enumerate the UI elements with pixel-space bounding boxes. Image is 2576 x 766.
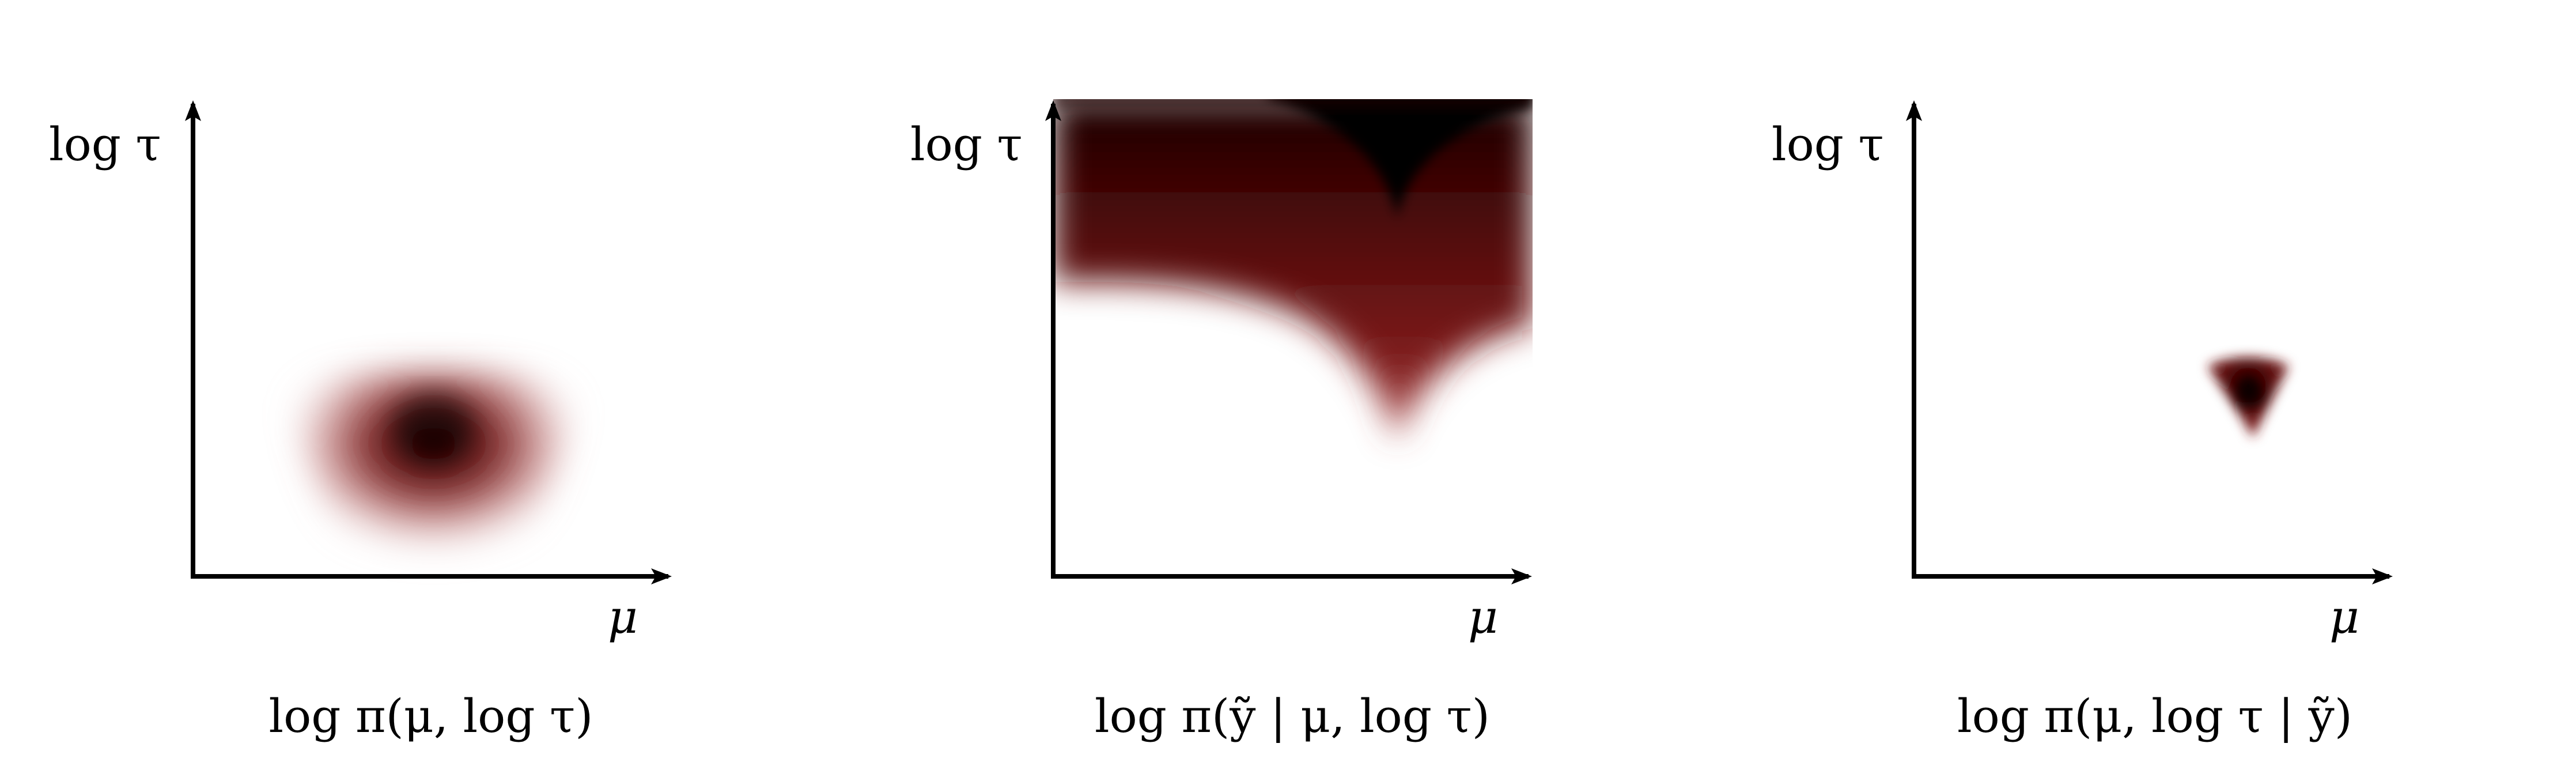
x-axis-label-prior: μ <box>608 590 638 644</box>
panel-prior: log τ μ log π(μ, log τ) <box>49 100 672 743</box>
y-axis-label-posterior: log τ <box>1772 118 1884 171</box>
caption-posterior: log π(μ, log τ | ỹ) <box>1957 689 2352 743</box>
x-axis-label-likelihood: μ <box>1468 590 1498 644</box>
density-likelihood <box>1053 99 1533 441</box>
y-axis-label-likelihood: log τ <box>910 118 1023 171</box>
density-posterior <box>2208 357 2288 438</box>
y-axis-label-prior: log τ <box>49 118 161 171</box>
caption-likelihood: log π(ỹ | μ, log τ) <box>1095 689 1490 743</box>
x-axis-label-posterior: μ <box>2329 590 2359 644</box>
density-prior <box>291 369 576 576</box>
caption-prior: log π(μ, log τ) <box>269 689 593 743</box>
panel-likelihood: log τ μ log π(ỹ | μ, log τ) <box>910 99 1533 743</box>
panel-posterior: log τ μ log π(μ, log τ | ỹ) <box>1772 100 2393 743</box>
